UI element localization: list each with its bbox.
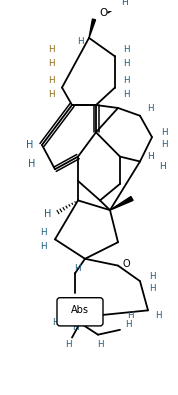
Text: H: H (155, 311, 161, 320)
Text: H: H (65, 340, 71, 349)
FancyBboxPatch shape (57, 298, 103, 326)
Text: H: H (161, 128, 167, 137)
Text: H: H (123, 59, 129, 68)
Polygon shape (110, 197, 133, 210)
Text: H: H (40, 242, 46, 251)
Text: H: H (26, 140, 34, 150)
Text: H: H (159, 162, 165, 171)
Text: H: H (127, 311, 133, 320)
Text: H: H (48, 59, 54, 68)
Text: H: H (147, 104, 153, 113)
Polygon shape (89, 19, 96, 38)
Text: O: O (122, 259, 130, 269)
Text: H: H (161, 141, 167, 149)
Text: H: H (149, 272, 155, 281)
Text: H: H (77, 37, 83, 46)
Text: H: H (147, 152, 153, 161)
Text: H: H (48, 45, 54, 54)
Text: H: H (123, 90, 129, 99)
Text: O: O (99, 8, 107, 18)
Text: H: H (48, 76, 54, 85)
Text: H: H (72, 324, 78, 332)
Text: H: H (121, 0, 127, 8)
Text: H: H (125, 320, 131, 329)
Text: H: H (44, 209, 52, 219)
Text: H: H (97, 340, 103, 349)
Text: H: H (74, 264, 80, 273)
Text: Abs: Abs (71, 305, 89, 315)
Text: H: H (40, 228, 46, 237)
Text: H: H (52, 318, 58, 327)
Text: H: H (28, 160, 36, 169)
Text: H: H (149, 284, 155, 293)
Text: H: H (123, 45, 129, 54)
Text: H: H (48, 90, 54, 99)
Text: H: H (123, 76, 129, 85)
